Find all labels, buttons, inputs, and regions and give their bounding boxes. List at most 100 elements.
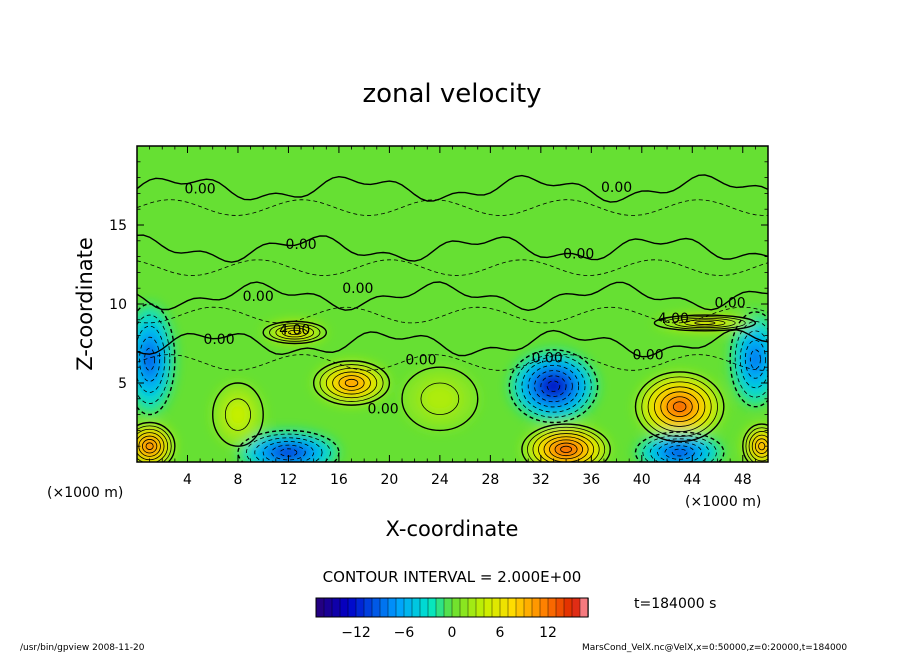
colorbar-cell-5 <box>355 597 365 618</box>
colorbar-cell-22 <box>491 597 501 618</box>
contour-ring-9-2 <box>748 431 768 462</box>
x-tick-label-3: 16 <box>330 472 348 488</box>
x-axis-label: X-coordinate <box>386 517 519 541</box>
contour-ring-10-2 <box>275 325 315 340</box>
contour-ring-5-3 <box>262 441 315 462</box>
field-feature-11-level-4 <box>694 321 715 325</box>
contour-ring-8-2 <box>137 428 169 462</box>
colorbar-cell-28 <box>539 597 549 618</box>
colorbar-tick-label-3: 6 <box>496 625 505 641</box>
time-label: t=184000 s <box>634 596 716 612</box>
contour-ring-0-0 <box>634 371 725 443</box>
x-tick-label-8: 36 <box>582 472 600 488</box>
colorbar-cell-8 <box>379 597 389 618</box>
contour-label-2: 0.00 <box>285 237 316 253</box>
colorbar-cell-12 <box>411 597 421 618</box>
contour-ring-12-1 <box>420 382 460 416</box>
contour-ring-1-2 <box>325 367 378 399</box>
zero-contour-0 <box>137 174 768 203</box>
x-tick-label-4: 20 <box>380 472 398 488</box>
contour-ring-3-0 <box>137 303 176 416</box>
contour-ring-2-5 <box>540 375 567 397</box>
x-tick-label-6: 28 <box>481 472 499 488</box>
contour-ring-7-2 <box>649 438 710 462</box>
colorbar-cell-2 <box>331 597 341 618</box>
contour-ring-6-7 <box>560 445 573 453</box>
contour-ring-7-3 <box>657 441 703 462</box>
colorbar-cell-14 <box>427 597 437 618</box>
contour-ring-2-2 <box>521 359 586 413</box>
contour-ring-13-0 <box>212 382 264 447</box>
contour-ring-4-0 <box>729 311 768 408</box>
contour-ring-13-1 <box>224 398 251 431</box>
contour-label-9: 0.00 <box>203 332 234 348</box>
colorbar-cell-3 <box>339 597 349 618</box>
contour-label-12: 0.00 <box>633 348 664 364</box>
y-tick-label-2: 15 <box>109 218 127 234</box>
field-feature-5-level-5 <box>280 448 297 457</box>
neg-contour-0 <box>137 199 768 216</box>
neg-contour-3 <box>137 354 768 371</box>
footer-left: /usr/bin/gpview 2008-11-20 <box>20 643 145 653</box>
field-feature-7-level-5 <box>672 449 688 456</box>
contour-label-6: 0.00 <box>715 295 746 311</box>
x-axis: 4 8 12 16 20 24 28 32 36 40 44 48 <box>149 146 756 488</box>
contour-ring-3-3 <box>139 336 161 382</box>
contour-ring-11-4 <box>694 320 716 325</box>
colorbar-cell-29 <box>547 597 557 618</box>
contour-ring-2-1 <box>515 354 592 418</box>
colorbar-cell-19 <box>467 597 477 618</box>
zero-contour-2 <box>137 281 768 312</box>
contour-ring-7-0 <box>634 431 725 462</box>
y-axis-label: Z-coordinate <box>73 237 97 371</box>
contour-label-3: 0.00 <box>563 246 594 262</box>
x-tick-label-11: 48 <box>734 472 752 488</box>
contour-label-5: 0.00 <box>243 289 274 305</box>
colorbar-cell-26 <box>523 597 533 618</box>
colorbar-cell-13 <box>419 597 429 618</box>
colorbar-cell-32 <box>571 597 581 618</box>
contour-ring-3-4 <box>144 347 156 371</box>
contour-label-4: 0.00 <box>342 281 373 297</box>
field-feature-2-level-6 <box>547 380 560 392</box>
field-feature-1-level-5 <box>345 379 358 387</box>
contour-ring-0-1 <box>641 376 718 437</box>
contour-ring-6-3 <box>538 433 595 462</box>
field-feature-13-level-1 <box>225 398 251 431</box>
contour-ring-5-2 <box>254 437 323 462</box>
x-tick-label-0: 4 <box>183 472 192 488</box>
contour-lines <box>137 174 768 462</box>
contour-ring-6-6 <box>554 442 578 457</box>
x-tick-label-5: 24 <box>431 472 449 488</box>
x-tick-label-7: 32 <box>532 472 550 488</box>
x-tick-label-2: 12 <box>280 472 298 488</box>
contour-ring-12-0 <box>401 366 479 432</box>
colorbar-cell-30 <box>555 597 565 618</box>
colorbar-cell-1 <box>323 597 333 618</box>
contour-ring-1-4 <box>338 375 365 391</box>
colorbar-cell-20 <box>475 597 485 618</box>
contour-ring-8-1 <box>137 425 172 462</box>
colorbar-cell-11 <box>403 597 413 618</box>
contour-ring-11-1 <box>664 316 746 330</box>
contour-ring-11-0 <box>653 314 757 332</box>
contour-ring-8-0 <box>137 421 176 462</box>
colorbar-frame <box>315 597 589 618</box>
contour-ring-1-5 <box>344 378 359 388</box>
colorbar-cell-15 <box>435 597 445 618</box>
contour-ring-1-3 <box>332 371 371 395</box>
contour-ring-1-0 <box>312 360 391 406</box>
colorbar-cell-10 <box>395 597 405 618</box>
contour-ring-9-1 <box>745 427 768 462</box>
field-feature-12-level-1 <box>420 383 459 415</box>
contour-ring-6-1 <box>527 426 606 462</box>
field-feature-6-level-7 <box>560 446 572 453</box>
contour-ring-5-4 <box>271 444 306 461</box>
contour-label-1: 0.00 <box>601 180 632 196</box>
contour-ring-3-1 <box>137 314 171 404</box>
contour-interval-label: CONTOUR INTERVAL = 2.000E+00 <box>323 568 582 586</box>
zero-contour-1 <box>137 234 768 263</box>
contour-ring-3-2 <box>137 325 166 393</box>
contour-ring-8-6 <box>145 442 154 450</box>
